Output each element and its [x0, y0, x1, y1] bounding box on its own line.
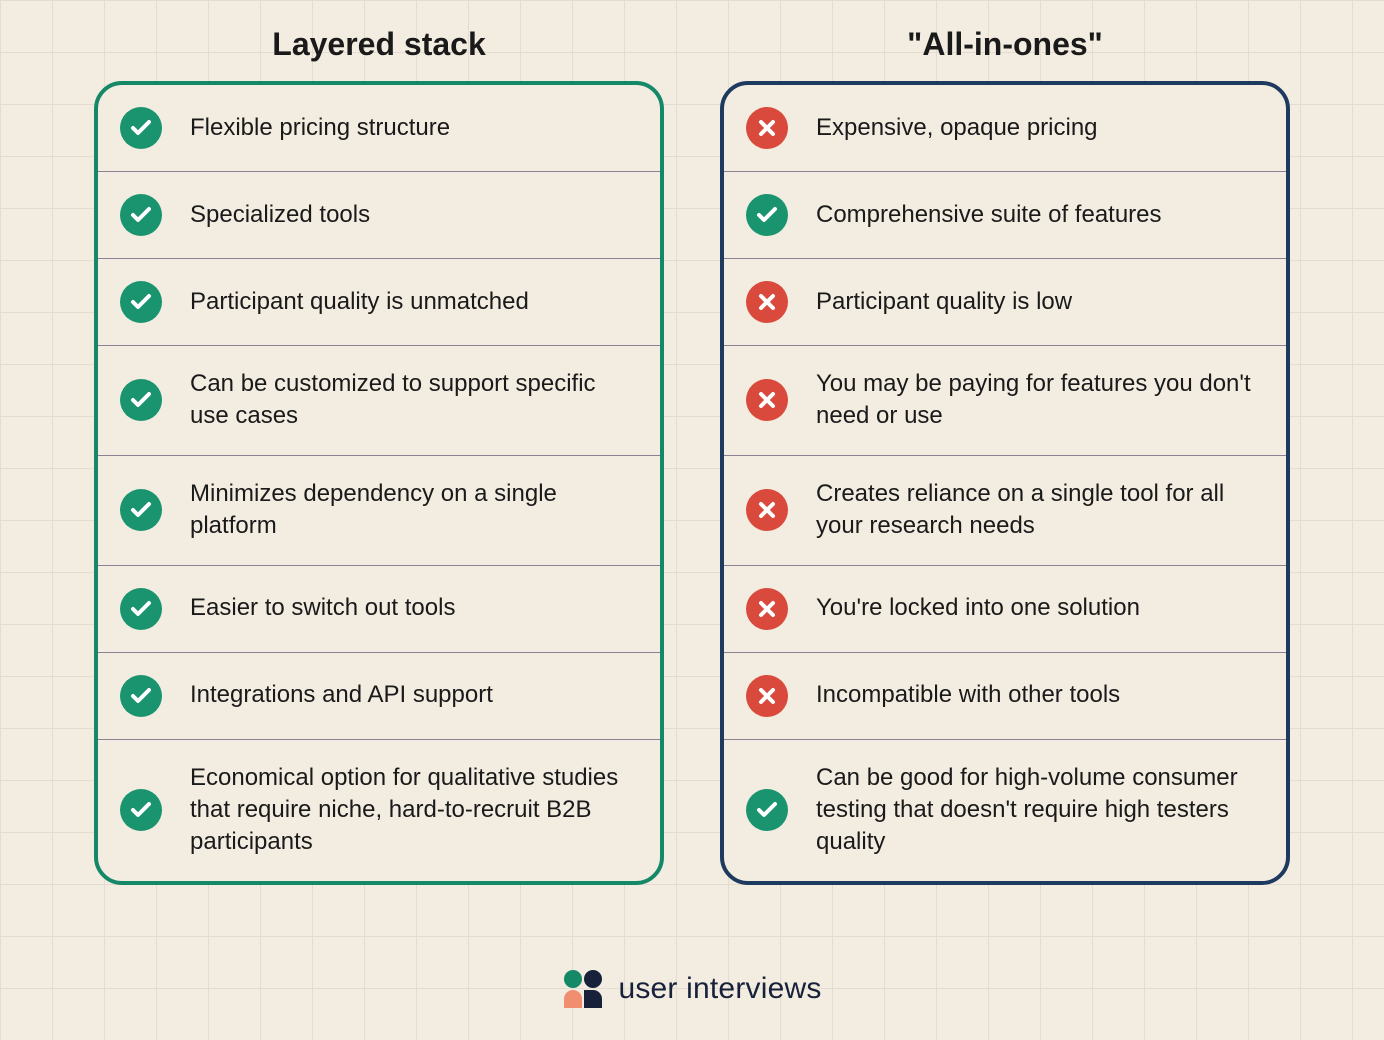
item-text: Can be good for high-volume consumer tes… — [816, 762, 1262, 859]
card-left: Flexible pricing structure Specialized t… — [94, 81, 664, 885]
list-item: Creates reliance on a single tool for al… — [724, 456, 1286, 566]
check-icon — [120, 281, 162, 323]
item-text: Minimizes dependency on a single platfor… — [190, 478, 636, 543]
list-item: Easier to switch out tools — [98, 566, 660, 653]
item-text: Easier to switch out tools — [190, 592, 455, 624]
item-text: Participant quality is unmatched — [190, 286, 529, 318]
brand-logo-icon — [562, 968, 604, 1010]
list-item: You're locked into one solution — [724, 566, 1286, 653]
check-icon — [120, 107, 162, 149]
list-item: Comprehensive suite of features — [724, 172, 1286, 259]
cross-icon — [746, 588, 788, 630]
cross-icon — [746, 489, 788, 531]
list-item: Minimizes dependency on a single platfor… — [98, 456, 660, 566]
list-item: Expensive, opaque pricing — [724, 85, 1286, 172]
list-item: Incompatible with other tools — [724, 653, 1286, 740]
check-icon — [746, 789, 788, 831]
item-text: Expensive, opaque pricing — [816, 112, 1098, 144]
item-text: Specialized tools — [190, 199, 370, 231]
list-item: Can be good for high-volume consumer tes… — [724, 740, 1286, 881]
column-title-right: "All-in-ones" — [720, 26, 1290, 63]
item-text: Incompatible with other tools — [816, 679, 1120, 711]
card-right: Expensive, opaque pricing Comprehensive … — [720, 81, 1290, 885]
cross-icon — [746, 107, 788, 149]
list-item: Can be customized to support specific us… — [98, 346, 660, 456]
column-title-left: Layered stack — [94, 26, 664, 63]
check-icon — [746, 194, 788, 236]
list-item: You may be paying for features you don't… — [724, 346, 1286, 456]
list-item: Economical option for qualitative studie… — [98, 740, 660, 881]
column-all-in-ones: "All-in-ones" Expensive, opaque pricing … — [720, 26, 1290, 885]
list-item: Participant quality is unmatched — [98, 259, 660, 346]
comparison-container: Layered stack Flexible pricing structure… — [0, 0, 1384, 885]
list-item: Integrations and API support — [98, 653, 660, 740]
item-text: You may be paying for features you don't… — [816, 368, 1262, 433]
check-icon — [120, 789, 162, 831]
cross-icon — [746, 379, 788, 421]
list-item: Specialized tools — [98, 172, 660, 259]
item-text: Participant quality is low — [816, 286, 1072, 318]
check-icon — [120, 194, 162, 236]
cross-icon — [746, 281, 788, 323]
item-text: Comprehensive suite of features — [816, 199, 1162, 231]
check-icon — [120, 489, 162, 531]
item-text: Flexible pricing structure — [190, 112, 450, 144]
item-text: You're locked into one solution — [816, 592, 1140, 624]
brand-name: user interviews — [618, 972, 821, 1006]
item-text: Creates reliance on a single tool for al… — [816, 478, 1262, 543]
check-icon — [120, 675, 162, 717]
item-text: Economical option for qualitative studie… — [190, 762, 636, 859]
check-icon — [120, 588, 162, 630]
check-icon — [120, 379, 162, 421]
column-layered-stack: Layered stack Flexible pricing structure… — [94, 26, 664, 885]
footer-brand: user interviews — [0, 968, 1384, 1010]
list-item: Participant quality is low — [724, 259, 1286, 346]
list-item: Flexible pricing structure — [98, 85, 660, 172]
cross-icon — [746, 675, 788, 717]
item-text: Integrations and API support — [190, 679, 493, 711]
item-text: Can be customized to support specific us… — [190, 368, 636, 433]
